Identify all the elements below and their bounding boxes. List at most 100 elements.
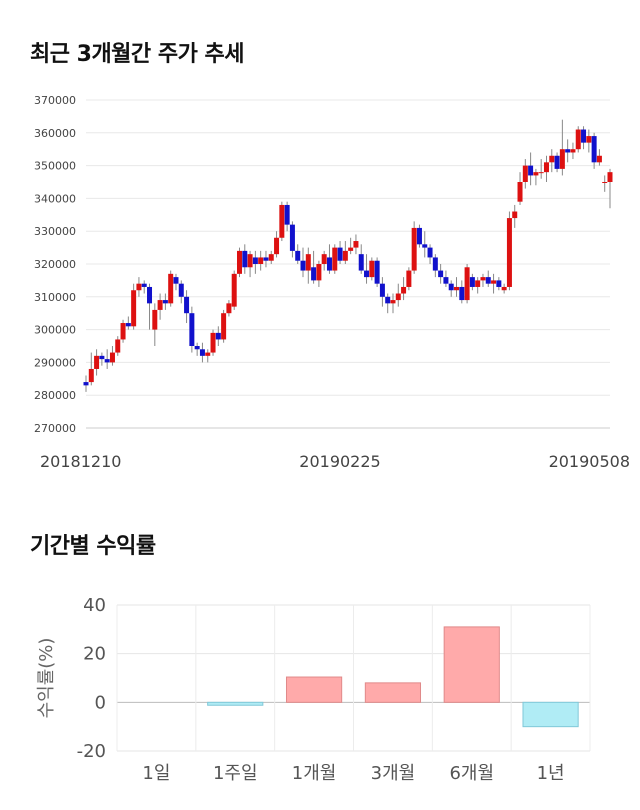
candle xyxy=(454,277,460,297)
candle xyxy=(263,250,269,268)
candle-body xyxy=(385,296,391,304)
candle-body xyxy=(199,349,205,356)
candle xyxy=(300,247,306,278)
candle-body xyxy=(289,224,295,251)
y-tick-label: 290000 xyxy=(34,356,76,369)
candle xyxy=(596,149,602,166)
candle xyxy=(295,244,301,264)
y-tick-label: -20 xyxy=(77,741,106,762)
candle xyxy=(136,277,142,297)
candle xyxy=(115,336,121,356)
candle-body xyxy=(147,286,153,304)
candle xyxy=(194,342,200,356)
candle xyxy=(390,293,396,314)
candle xyxy=(575,126,581,153)
return-bar xyxy=(443,626,500,703)
candle xyxy=(226,300,232,317)
candle-body xyxy=(184,296,190,314)
candle-body xyxy=(533,172,539,176)
candle xyxy=(231,270,237,310)
y-tick-label: 0 xyxy=(95,692,106,713)
candle xyxy=(379,277,385,307)
y-tick-label: 40 xyxy=(83,595,106,616)
candle xyxy=(522,159,528,189)
candle xyxy=(215,326,221,346)
candle xyxy=(258,250,264,271)
candle xyxy=(501,283,507,294)
candle-body xyxy=(300,260,306,271)
candle-body xyxy=(316,264,322,281)
candle-body xyxy=(215,332,221,340)
candle xyxy=(205,349,211,363)
candle xyxy=(401,277,407,301)
candle-body xyxy=(88,368,94,383)
candle-body xyxy=(559,149,565,169)
candle xyxy=(506,211,512,291)
candle xyxy=(125,316,131,330)
candle xyxy=(570,142,576,160)
candle-body xyxy=(332,247,338,271)
candle-body xyxy=(326,257,332,271)
candle xyxy=(528,152,534,186)
candle xyxy=(591,132,597,169)
candle xyxy=(131,283,137,330)
candle xyxy=(157,293,163,320)
candle xyxy=(565,139,571,163)
candle xyxy=(443,270,449,287)
candle-body xyxy=(501,286,507,291)
candle xyxy=(549,149,555,173)
candle-body xyxy=(591,136,597,163)
candle-body xyxy=(581,129,587,143)
return-bar xyxy=(522,701,579,728)
candle-body xyxy=(443,277,449,284)
candle xyxy=(184,290,190,324)
return-bar xyxy=(364,682,422,703)
candle-body xyxy=(586,136,592,143)
candle xyxy=(475,277,481,294)
candle-body xyxy=(522,165,528,182)
candle-body xyxy=(411,227,417,271)
candle-body xyxy=(120,323,126,340)
candle xyxy=(364,254,370,284)
candle-body xyxy=(83,382,89,386)
candle-body xyxy=(141,283,147,287)
y-tick-label: 370000 xyxy=(34,94,76,107)
candle xyxy=(326,244,332,274)
candle xyxy=(120,319,126,343)
candle-body xyxy=(189,313,195,346)
candle xyxy=(279,201,285,242)
candle-body xyxy=(284,204,290,225)
candle xyxy=(210,329,216,356)
x-tick-label: 20190225 xyxy=(299,452,380,471)
candle-body xyxy=(136,283,142,291)
y-tick-label: 310000 xyxy=(34,291,76,304)
candle-body xyxy=(454,286,460,291)
candle-body xyxy=(528,165,534,176)
candle xyxy=(543,155,549,182)
candle-body xyxy=(305,254,311,271)
y-tick-label: 350000 xyxy=(34,160,76,173)
candle-body xyxy=(406,270,412,287)
candle xyxy=(316,260,322,287)
candle xyxy=(236,247,242,278)
y-tick-label: 300000 xyxy=(34,324,76,337)
candle xyxy=(491,273,497,294)
candle-body xyxy=(274,237,280,255)
y-tick-label: 280000 xyxy=(34,389,76,402)
candle-body xyxy=(575,129,581,150)
x-tick-label: 1주일 xyxy=(213,763,258,784)
candle-body xyxy=(221,313,227,340)
candle xyxy=(342,241,348,264)
candle-body xyxy=(173,277,179,284)
candle-body xyxy=(162,300,168,304)
candle xyxy=(348,237,354,255)
candle xyxy=(485,270,491,287)
candle xyxy=(369,257,375,281)
x-tick-label: 1년 xyxy=(537,763,565,784)
candle-body xyxy=(464,267,470,301)
candle-body xyxy=(432,257,438,271)
candle-body xyxy=(475,280,481,287)
candle xyxy=(554,152,560,173)
candle xyxy=(512,204,518,228)
